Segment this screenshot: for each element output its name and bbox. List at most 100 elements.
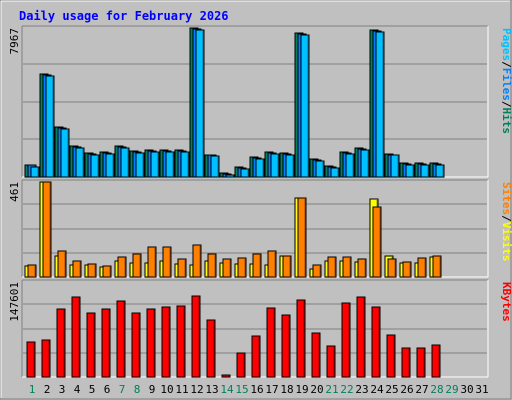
bar-pages-day-9: [150, 151, 160, 178]
ymax-label: 7967: [8, 28, 21, 55]
bar-face: [282, 255, 292, 278]
bar-face: [86, 312, 96, 378]
bar-face: [431, 344, 441, 378]
bar-face: [300, 34, 310, 178]
bar-sites-day-16: [252, 253, 262, 278]
bar-kbytes-day-19: [296, 299, 306, 378]
bar-kbytes-day-28: [431, 344, 441, 378]
x-tick-label: 2: [44, 383, 51, 396]
x-tick-label: 8: [134, 383, 141, 396]
bar-sites-day-24: [372, 206, 382, 278]
x-tick-label: 13: [205, 383, 218, 396]
bar-kbytes-day-10: [161, 306, 171, 378]
bar-face: [195, 29, 205, 178]
x-tick-label: 15: [235, 383, 248, 396]
bar-kbytes-day-8: [131, 312, 141, 378]
bar-face: [386, 334, 396, 378]
x-tick-label: 16: [250, 383, 263, 396]
bar-pages-day-13: [210, 155, 220, 178]
bar-face: [26, 341, 36, 378]
bar-face: [311, 332, 321, 378]
bar-sites-day-27: [417, 257, 427, 278]
chart-title: Daily usage for February 2026: [19, 9, 229, 23]
bar-face: [135, 152, 145, 178]
x-tick-label: 10: [160, 383, 173, 396]
bar-kbytes-day-4: [71, 296, 81, 378]
bar-face: [180, 151, 190, 178]
bar-kbytes-day-18: [281, 314, 291, 378]
bar-face: [356, 296, 366, 378]
bar-kbytes-day-3: [56, 308, 66, 378]
bar-face: [27, 264, 37, 278]
panel-2: 461 Sites/Visits: [8, 179, 512, 278]
legend-entry: Files: [500, 68, 512, 101]
bar-pages-day-1: [30, 166, 40, 178]
x-tick-label: 30: [460, 383, 473, 396]
bar-face: [191, 295, 201, 378]
bar-pages-day-6: [105, 153, 115, 178]
bar-sites-day-3: [57, 250, 67, 278]
bar-face: [435, 164, 445, 178]
bar-pages-day-22: [345, 153, 355, 178]
bar-face: [326, 345, 336, 378]
bar-face: [432, 255, 442, 278]
x-tick-label: 24: [370, 383, 384, 396]
bar-kbytes-day-1: [26, 341, 36, 378]
bar-face: [315, 160, 325, 178]
bar-kbytes-day-6: [101, 308, 111, 378]
bar-face: [87, 263, 97, 278]
x-tick-label: 26: [400, 383, 413, 396]
legend-entry: KBytes: [500, 282, 512, 322]
bar-sites-day-2: [42, 181, 52, 278]
bar-face: [270, 153, 280, 178]
bar-face: [267, 250, 277, 278]
bar-face: [75, 147, 85, 178]
bar-face: [341, 302, 351, 378]
bar-face: [222, 258, 232, 278]
bar-face: [132, 253, 142, 278]
bar-kbytes-day-17: [266, 307, 276, 378]
bar-sites-day-6: [102, 265, 112, 278]
x-tick-label: 18: [280, 383, 293, 396]
bar-pages-day-14: [225, 174, 235, 178]
bar-face: [251, 335, 261, 378]
bar-sites-day-20: [312, 264, 322, 278]
x-tick-label: 28: [430, 383, 443, 396]
bar-face: [297, 197, 307, 278]
bar-pages-day-16: [255, 158, 265, 178]
bar-kbytes-day-25: [386, 334, 396, 378]
bar-face: [360, 149, 370, 178]
bar-face: [117, 256, 127, 278]
bar-sites-day-4: [72, 260, 82, 278]
bar-pages-day-10: [165, 151, 175, 178]
bar-kbytes-day-9: [146, 308, 156, 378]
bar-pages-day-7: [120, 147, 130, 178]
bar-face: [416, 347, 426, 378]
x-tick-label: 25: [385, 383, 398, 396]
x-tick-label: 27: [415, 383, 428, 396]
bar-kbytes-day-24: [371, 306, 381, 378]
bar-face: [192, 244, 202, 278]
bar-face: [372, 206, 382, 278]
x-tick-label: 22: [340, 383, 353, 396]
bar-face: [57, 250, 67, 278]
bar-face: [120, 147, 130, 178]
bar-pages-day-2: [45, 75, 55, 178]
bar-sites-day-25: [387, 258, 397, 278]
legend-entry: Visits: [500, 222, 512, 262]
x-tick-label: 6: [104, 383, 111, 396]
legend-1: Pages/Files/Hits: [500, 28, 512, 134]
panel-3: 147601 KBytes: [8, 279, 512, 378]
legend-entry: /: [500, 61, 512, 68]
bar-sites-day-10: [162, 246, 172, 278]
bar-sites-day-11: [177, 258, 187, 278]
bar-sites-day-15: [237, 257, 247, 278]
bar-kbytes-day-2: [41, 339, 51, 378]
bar-sites-day-22: [342, 256, 352, 278]
legend-entry: Sites: [500, 182, 512, 215]
bar-face: [101, 308, 111, 378]
x-tick-label: 20: [310, 383, 323, 396]
x-tick-label: 11: [175, 383, 188, 396]
bar-face: [56, 308, 66, 378]
x-tick-label: 1: [29, 383, 36, 396]
